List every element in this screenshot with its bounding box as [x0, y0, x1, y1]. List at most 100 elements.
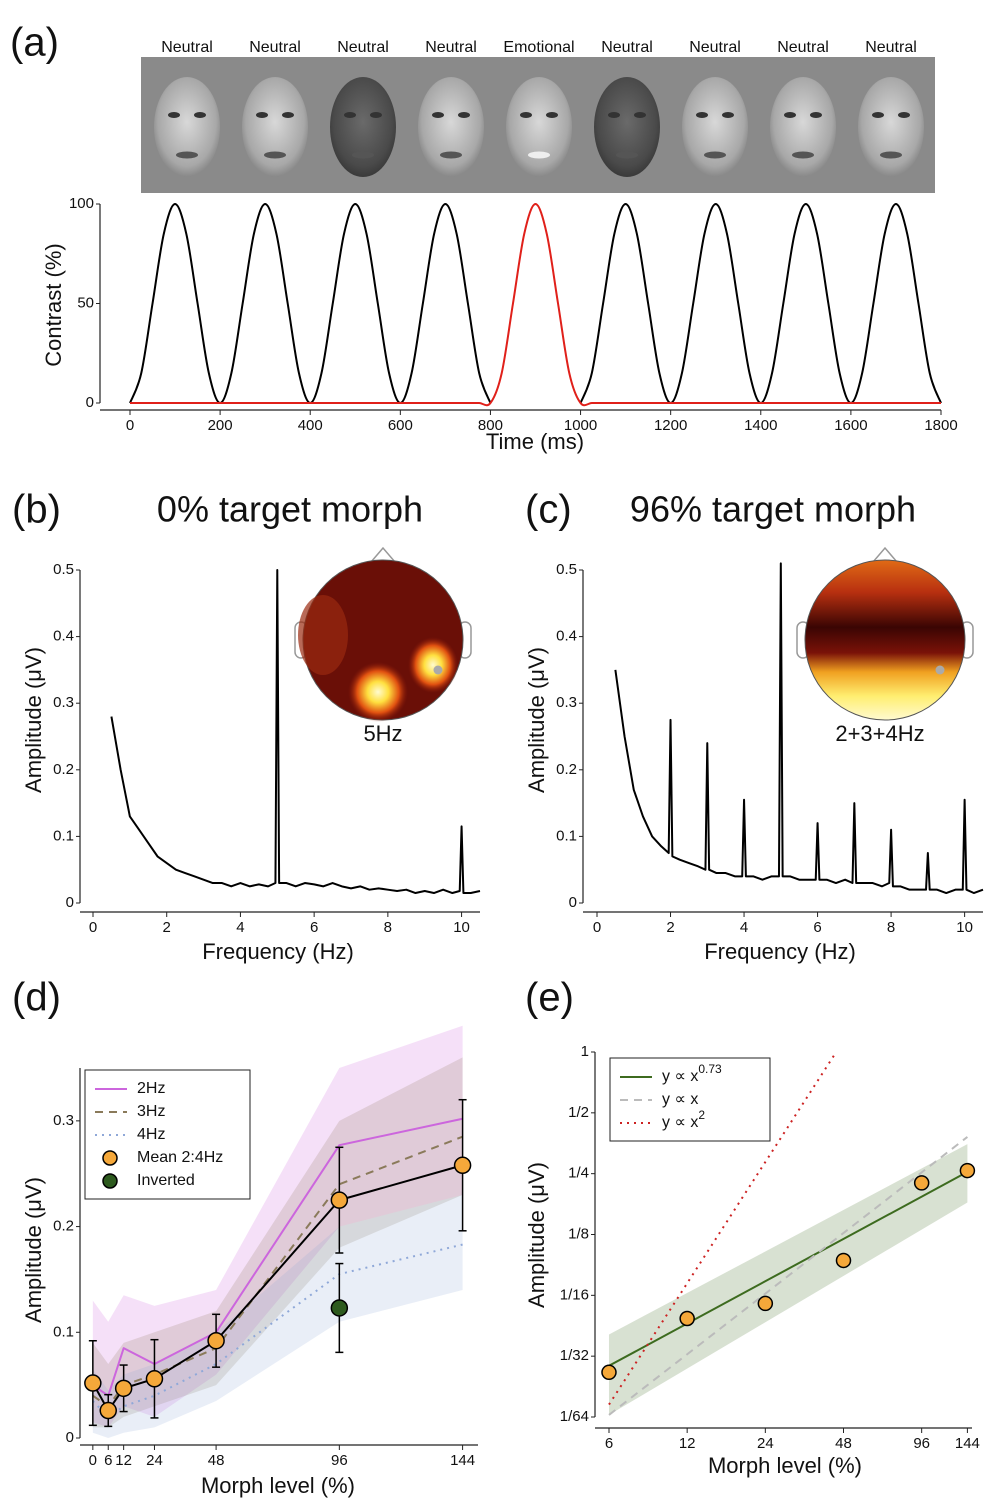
- x-tick-label: 6: [104, 1452, 112, 1469]
- series-line: [608, 1136, 969, 1416]
- face-eye: [458, 112, 470, 118]
- y-axis-label: Amplitude (μV): [524, 647, 549, 793]
- x-axis-label: Morph level (%): [708, 1453, 862, 1478]
- face: [682, 77, 748, 177]
- legend-label: 4Hz: [137, 1126, 165, 1143]
- face-mouth: [704, 151, 726, 159]
- stimulus-label: Neutral: [337, 39, 389, 56]
- panel-label: (b): [12, 488, 61, 532]
- y-tick-label: 0.1: [556, 827, 577, 844]
- inset-label: 5Hz: [363, 721, 402, 746]
- legend-marker: [102, 1173, 118, 1189]
- x-tick-label: 800: [478, 417, 503, 434]
- stimulus-label: Neutral: [865, 39, 917, 56]
- y-tick-label: 1/2: [568, 1104, 589, 1121]
- face-eye: [546, 112, 558, 118]
- x-tick-label: 200: [208, 417, 233, 434]
- face-eye: [722, 112, 734, 118]
- x-tick-label: 12: [679, 1435, 696, 1452]
- face: [858, 77, 924, 177]
- y-tick-label: 0.5: [53, 561, 74, 578]
- y-tick-label: 100: [69, 195, 94, 212]
- stimulus-label: Neutral: [425, 39, 477, 56]
- x-tick-label: 96: [331, 1452, 348, 1469]
- x-tick-label: 0: [593, 919, 601, 936]
- y-tick-label: 0.2: [556, 761, 577, 778]
- y-axis-label: Amplitude (μV): [524, 1162, 549, 1308]
- face-eye: [696, 112, 708, 118]
- y-tick-label: 1/4: [568, 1165, 589, 1182]
- face: [506, 77, 572, 177]
- x-tick-label: 12: [115, 1452, 132, 1469]
- x-tick-label: 10: [956, 919, 973, 936]
- face-eye: [344, 112, 356, 118]
- face: [770, 77, 836, 177]
- data-point: [679, 1310, 695, 1327]
- face-eye: [370, 112, 382, 118]
- x-tick-label: 1400: [744, 417, 777, 434]
- y-tick-label: 50: [77, 294, 94, 311]
- face-mouth: [440, 151, 462, 159]
- legend-superscript: 2: [698, 1108, 705, 1122]
- legend-label: y ∝ x: [662, 1091, 698, 1108]
- y-tick-label: 1: [581, 1043, 589, 1060]
- face-mouth: [264, 151, 286, 159]
- inset-label: 2+3+4Hz: [835, 721, 924, 746]
- y-tick-label: 0.2: [53, 761, 74, 778]
- face-mouth: [880, 151, 902, 159]
- x-tick-label: 8: [887, 919, 895, 936]
- y-tick-label: 1/16: [560, 1286, 589, 1303]
- data-point: [835, 1252, 852, 1269]
- x-tick-label: 6: [310, 919, 318, 936]
- face: [154, 77, 220, 177]
- y-tick-label: 0.4: [53, 628, 74, 645]
- legend-label: 3Hz: [137, 1103, 165, 1120]
- stimulus-label: Neutral: [161, 39, 213, 56]
- panel-label: (e): [525, 976, 574, 1020]
- face: [242, 77, 308, 177]
- stimulus-label: Emotional: [503, 39, 574, 56]
- legend-label: Mean 2:4Hz: [137, 1149, 223, 1166]
- face-eye: [168, 112, 180, 118]
- x-tick-label: 1800: [924, 417, 957, 434]
- y-tick-label: 1/8: [568, 1225, 589, 1242]
- data-point: [913, 1175, 930, 1191]
- chart-title: 96% target morph: [630, 489, 916, 530]
- y-tick-label: 0.3: [53, 1112, 74, 1129]
- data-point: [330, 1299, 349, 1317]
- x-tick-label: 4: [236, 919, 244, 936]
- face-mouth: [528, 151, 550, 159]
- x-tick-label: 0: [89, 919, 97, 936]
- y-axis-label: Contrast (%): [41, 243, 66, 366]
- data-point: [114, 1379, 133, 1398]
- y-tick-label: 0.4: [556, 628, 577, 645]
- face-eye: [194, 112, 206, 118]
- data-point: [84, 1374, 102, 1392]
- x-tick-label: 144: [955, 1435, 980, 1452]
- x-tick-label: 10: [453, 919, 470, 936]
- y-tick-label: 0.5: [556, 561, 577, 578]
- x-tick-label: 24: [757, 1435, 774, 1452]
- band: [92, 1194, 463, 1438]
- x-axis-label: Time (ms): [486, 429, 584, 454]
- x-axis-label: Morph level (%): [201, 1473, 355, 1498]
- face-eye: [898, 112, 910, 118]
- face-eye: [520, 112, 532, 118]
- series-line: [129, 203, 942, 404]
- x-tick-label: 6: [605, 1435, 613, 1452]
- face-eye: [634, 112, 646, 118]
- y-tick-label: 0: [569, 894, 577, 911]
- data-point: [757, 1295, 774, 1312]
- x-tick-label: 1000: [564, 417, 597, 434]
- y-tick-label: 1/64: [560, 1408, 589, 1425]
- topo-blob: [408, 637, 458, 693]
- stimulus-label: Neutral: [777, 39, 829, 56]
- y-tick-label: 0.3: [53, 694, 74, 711]
- y-tick-label: 0.3: [556, 694, 577, 711]
- data-point: [453, 1156, 472, 1175]
- data-point: [145, 1370, 164, 1388]
- stimulus-label: Neutral: [601, 39, 653, 56]
- y-tick-label: 0: [86, 394, 94, 411]
